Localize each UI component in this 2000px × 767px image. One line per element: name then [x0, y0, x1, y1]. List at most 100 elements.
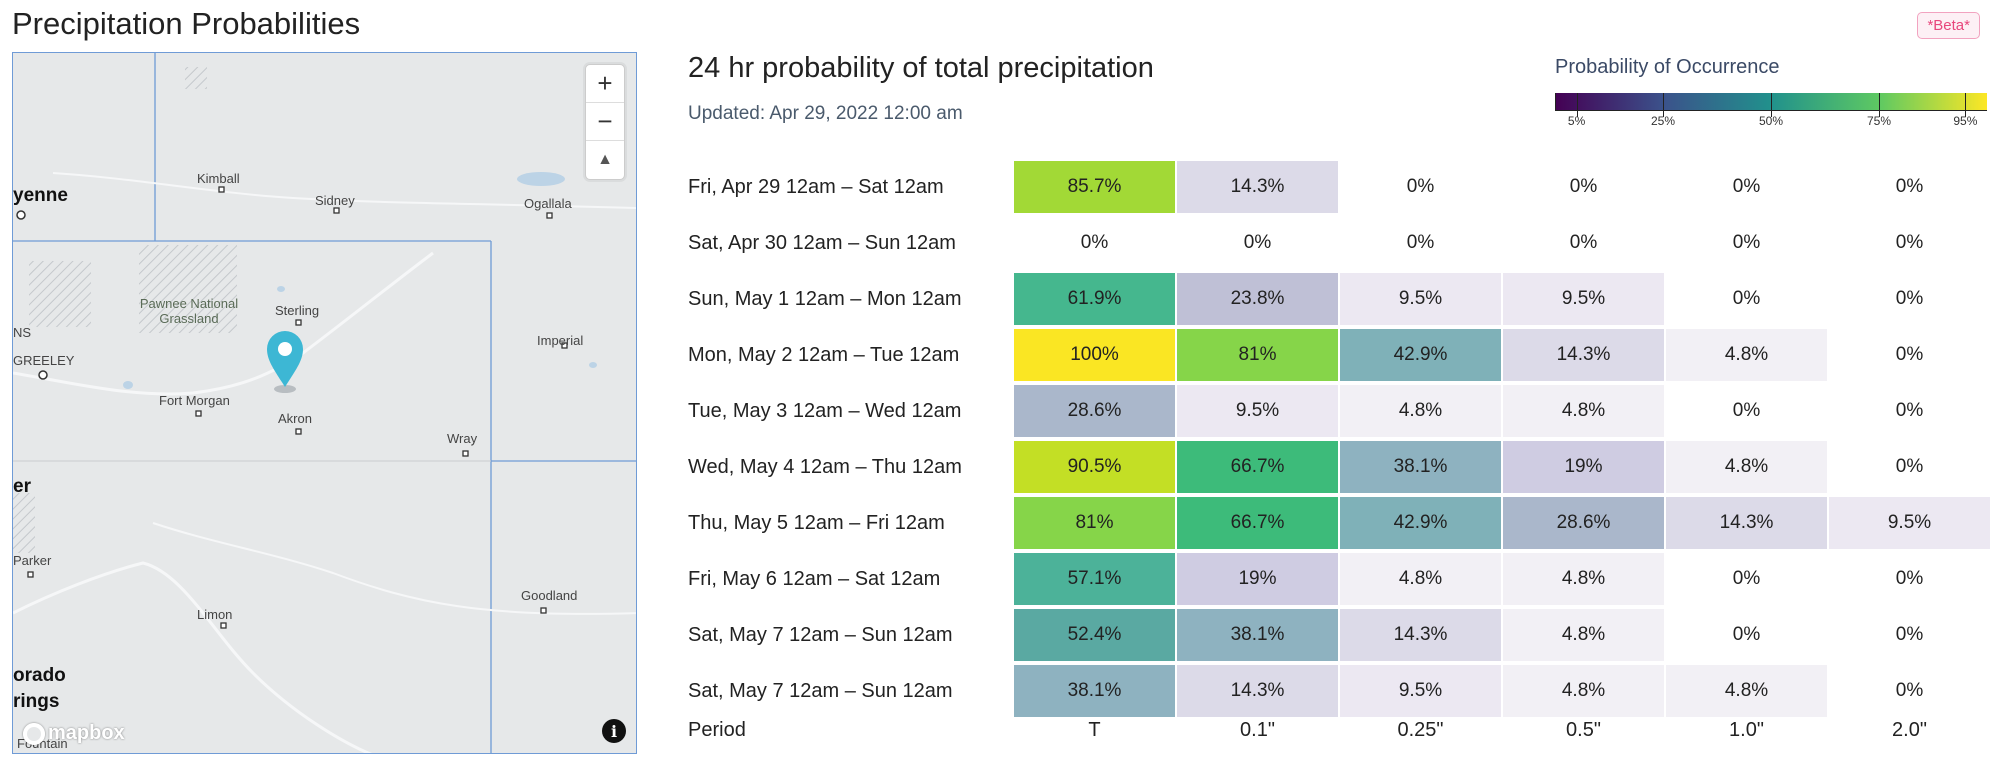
legend-tick — [1576, 93, 1578, 117]
legend-tick — [1771, 93, 1772, 117]
map-view[interactable]: yenne Kimball Sidney Ogallala Pawnee Nat… — [12, 52, 637, 754]
probability-cell: 42.9% — [1340, 497, 1501, 549]
map-info-icon[interactable]: i — [602, 719, 626, 743]
probability-cell: 57.1% — [1014, 553, 1175, 605]
grassland-area — [13, 493, 35, 553]
period-label: Tue, May 3 12am – Wed 12am — [688, 399, 962, 422]
map-label-sterling: Sterling — [275, 303, 320, 318]
city-dot — [462, 450, 469, 457]
period-label: Mon, May 2 12am – Tue 12am — [688, 343, 960, 366]
legend-tick — [1663, 93, 1664, 117]
city-dot — [295, 319, 302, 326]
city-dot — [295, 428, 302, 435]
period-axis-label: Period — [688, 719, 746, 741]
probability-cell: 0% — [1569, 232, 1598, 253]
map-label-kimball: Kimball — [197, 171, 240, 186]
mapbox-logo-icon — [23, 722, 45, 745]
city-dot — [27, 571, 34, 578]
probability-cell: 4.8% — [1503, 553, 1664, 605]
probability-cell: 0% — [1732, 568, 1761, 589]
period-label: Wed, May 4 12am – Thu 12am — [688, 455, 962, 478]
period-label: Sun, May 1 12am – Mon 12am — [688, 287, 962, 310]
probability-cell: 19% — [1177, 553, 1338, 605]
reset-north-button[interactable]: ▲ — [597, 151, 613, 168]
map-label-goodland: Goodland — [521, 588, 578, 603]
probability-cell: 19% — [1503, 441, 1664, 493]
threshold-column-label: 2.0" — [1892, 719, 1927, 741]
legend-tick-label: 5% — [1567, 114, 1586, 128]
probability-cell: 38.1% — [1177, 609, 1338, 661]
map-label-wray: Wray — [447, 431, 478, 446]
probability-cell: 0% — [1569, 176, 1598, 197]
map-label-imperial: Imperial — [537, 333, 584, 348]
probability-cell: 0% — [1895, 568, 1924, 589]
map-label-denver: er — [13, 476, 31, 497]
location-marker-icon[interactable] — [267, 331, 303, 393]
lake — [589, 362, 597, 368]
period-label: Thu, May 5 12am – Fri 12am — [688, 511, 945, 534]
city-dot — [333, 207, 340, 214]
city-dot — [218, 186, 225, 193]
probability-cell: 4.8% — [1666, 329, 1827, 381]
lake — [123, 381, 133, 389]
probability-cell: 0% — [1895, 456, 1924, 477]
legend-tick — [1879, 93, 1880, 117]
map-label-ogallala: Ogallala — [524, 196, 572, 211]
probability-cell: 4.8% — [1340, 385, 1501, 437]
probability-cell: 0% — [1895, 176, 1924, 197]
probability-cell: 85.7% — [1014, 161, 1175, 213]
map-label-limon: Limon — [197, 607, 233, 622]
probability-cell: 0% — [1895, 400, 1924, 421]
chart-title: 24 hr probability of total precipitation — [688, 52, 1154, 84]
city-dot — [561, 342, 568, 349]
grassland-area — [185, 67, 207, 89]
probability-cell: 38.1% — [1014, 665, 1175, 717]
updated-timestamp: Updated: Apr 29, 2022 12:00 am — [688, 103, 963, 124]
legend-tick-label: 75% — [1866, 114, 1892, 128]
probability-cell: 28.6% — [1503, 497, 1664, 549]
map-label-sidney: Sidney — [315, 193, 355, 208]
city-dot — [546, 212, 553, 219]
probability-cell: 81% — [1177, 329, 1338, 381]
legend-tick-label: 50% — [1758, 114, 1784, 128]
probability-cell: 38.1% — [1340, 441, 1501, 493]
map-label-ns: NS — [13, 325, 32, 340]
probability-cell: 61.9% — [1014, 273, 1175, 325]
probability-cell: 90.5% — [1014, 441, 1175, 493]
probability-cell: 4.8% — [1503, 665, 1664, 717]
zoom-out-button[interactable]: − — [586, 103, 624, 141]
legend-tick-label: 95% — [1953, 114, 1978, 128]
city-dot — [540, 607, 547, 614]
map-label-fort-morgan: Fort Morgan — [159, 393, 230, 408]
probability-cell: 9.5% — [1340, 665, 1501, 717]
probability-cell: 42.9% — [1340, 329, 1501, 381]
threshold-column-label: 0.5" — [1566, 719, 1601, 741]
map-label-colorado: orado — [13, 665, 66, 686]
probability-cell: 0% — [1406, 232, 1435, 253]
city-dot — [220, 622, 227, 629]
map-label-pawnee: Pawnee National Grassland — [139, 296, 239, 326]
probability-cell: 81% — [1014, 497, 1175, 549]
probability-cell: 66.7% — [1177, 441, 1338, 493]
grassland-area — [139, 245, 237, 333]
road — [13, 561, 373, 753]
probability-cell: 23.8% — [1177, 273, 1338, 325]
probability-cell: 52.4% — [1014, 609, 1175, 661]
city-dot — [38, 370, 48, 380]
probability-cell: 66.7% — [1177, 497, 1338, 549]
city-dot — [195, 410, 202, 417]
road — [152, 522, 636, 615]
road — [13, 251, 434, 396]
zoom-in-button[interactable]: + — [586, 65, 624, 103]
probability-cell: 4.8% — [1666, 441, 1827, 493]
probability-cell: 0% — [1895, 344, 1924, 365]
probability-cell: 9.5% — [1503, 273, 1664, 325]
probability-cell: 28.6% — [1014, 385, 1175, 437]
map-label-greeley: GREELEY — [13, 353, 75, 368]
probability-cell: 14.3% — [1177, 161, 1338, 213]
probability-cell: 0% — [1732, 176, 1761, 197]
lake — [277, 286, 285, 292]
probability-cell: 0% — [1895, 680, 1924, 701]
mapbox-logo[interactable]: mapbox — [23, 722, 125, 745]
period-label: Fri, Apr 29 12am – Sat 12am — [688, 175, 944, 198]
